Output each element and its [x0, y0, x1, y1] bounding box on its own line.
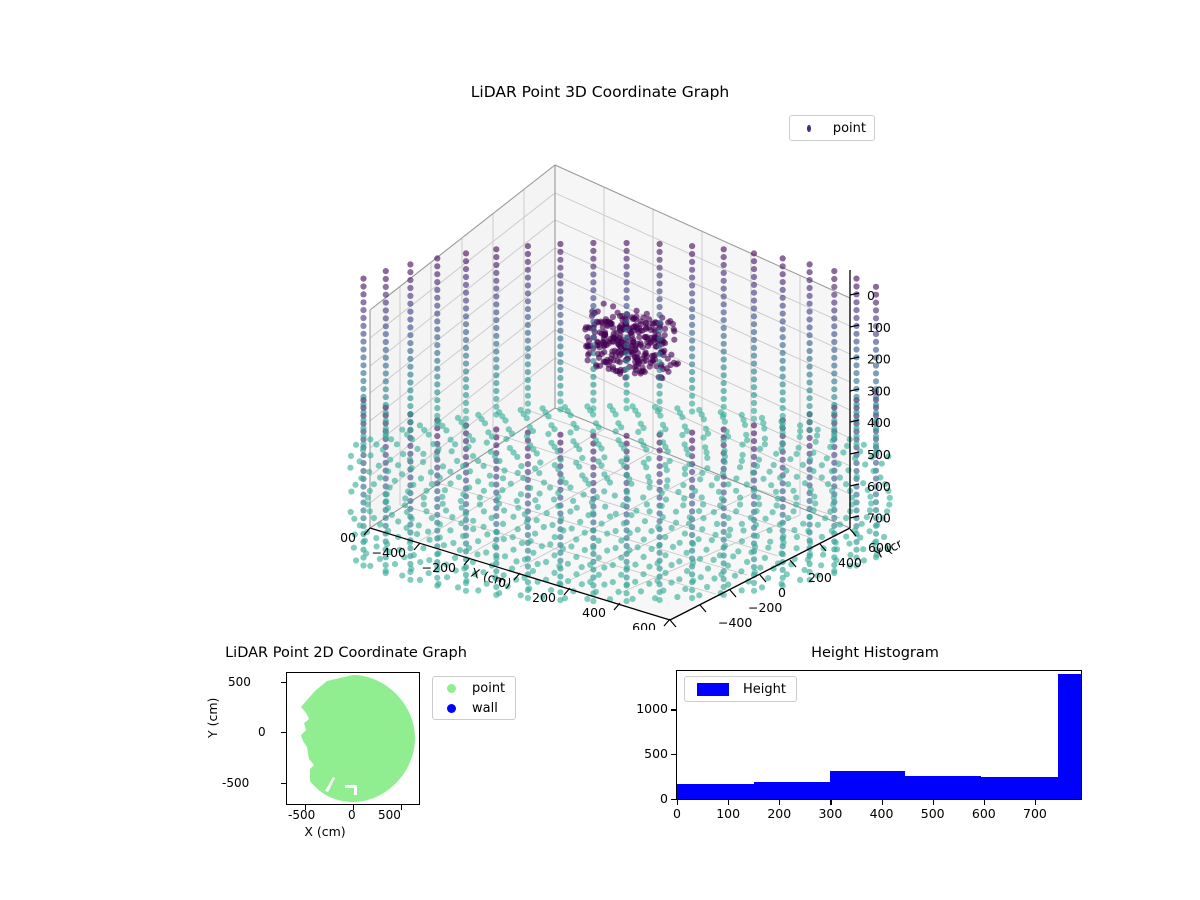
- tick-label: 0: [778, 585, 786, 600]
- point-marker-icon: [807, 125, 811, 132]
- tick-label: -500: [222, 776, 249, 790]
- tick-label: 700: [867, 511, 891, 526]
- tick-label: 500: [0, 746, 668, 761]
- panel-3d-title: LiDAR Point 3D Coordinate Graph: [0, 83, 1200, 101]
- tick-label: -500: [288, 808, 315, 822]
- tick-label: 200: [532, 590, 556, 605]
- tick-mark: [671, 754, 676, 755]
- tick-label: 400: [862, 806, 902, 821]
- tick-label: 500: [228, 675, 251, 689]
- tick-label: 200: [759, 806, 799, 821]
- tick-label: 100: [708, 806, 748, 821]
- legend-3d[interactable]: point: [789, 115, 875, 141]
- tick-mark: [984, 800, 985, 805]
- tick-mark: [1035, 800, 1036, 805]
- histogram-bar: [1058, 674, 1081, 799]
- tick-label: −600: [340, 530, 356, 545]
- tick-label: 600: [867, 479, 891, 494]
- tick-label: 0: [0, 791, 668, 806]
- axes-3d-svg: −600−400−2000200400600 −600−400−20002004…: [340, 150, 900, 630]
- tick-mark: [281, 783, 286, 784]
- tick-label: 0: [258, 725, 266, 739]
- tick-label: 0: [867, 288, 875, 303]
- tick-label: 400: [582, 605, 606, 620]
- tick-mark: [281, 682, 286, 683]
- lidar-3d-axes[interactable]: −600−400−2000200400600 −600−400−20002004…: [340, 150, 900, 630]
- legend-label: point: [833, 121, 866, 136]
- tick-mark: [882, 800, 883, 805]
- point-marker-icon: [447, 684, 456, 693]
- panel-2d-title: LiDAR Point 2D Coordinate Graph: [186, 645, 506, 661]
- figure-canvas: LiDAR Point 3D Coordinate Graph point: [0, 0, 1200, 900]
- tick-label: 200: [867, 352, 891, 367]
- tick-label: 500: [867, 447, 891, 462]
- tick-label: −200: [422, 560, 456, 575]
- histogram-bar: [981, 777, 1058, 799]
- height-swatch-icon: [697, 683, 729, 696]
- tick-label: 400: [838, 555, 862, 570]
- tick-label: 700: [1015, 806, 1055, 821]
- legend-label: Height: [743, 682, 786, 697]
- tick-mark: [933, 800, 934, 805]
- legend-histogram[interactable]: Height: [684, 676, 797, 702]
- tick-mark: [830, 800, 831, 805]
- tick-label: 400: [867, 415, 891, 430]
- panel-hist-title: Height Histogram: [660, 645, 1090, 661]
- tick-mark: [779, 800, 780, 805]
- scatter-2d-svg: [287, 673, 419, 804]
- tick-label: 500: [378, 808, 401, 822]
- tick-label: 300: [867, 383, 891, 398]
- tick-label: 100: [867, 320, 891, 335]
- tick-label: 1000: [0, 701, 668, 716]
- legend-entry-height: Height: [691, 682, 790, 697]
- legend-entry-point-2d: point: [439, 678, 509, 698]
- tick-label: 0: [348, 808, 356, 822]
- legend-label: point: [472, 681, 505, 696]
- tick-label: −200: [748, 600, 782, 615]
- histogram-bar: [830, 771, 904, 799]
- tick-label: 0: [657, 806, 697, 821]
- point-cloud-2d: [301, 675, 415, 802]
- tick-label: 500: [913, 806, 953, 821]
- tick-label: 600: [632, 620, 656, 630]
- lidar-2d-axes[interactable]: [286, 672, 420, 805]
- x-axis-label-2d: X (cm): [304, 824, 345, 839]
- tick-mark: [671, 799, 676, 800]
- tick-label: −400: [372, 545, 406, 560]
- histogram-bar: [677, 784, 754, 799]
- tick-label: 600: [964, 806, 1004, 821]
- tick-mark: [728, 800, 729, 805]
- histogram-bar: [905, 776, 982, 799]
- tick-label: −400: [718, 615, 752, 630]
- legend-entry-point-3d: point: [798, 121, 866, 136]
- tick-mark: [677, 800, 678, 805]
- tick-label: 300: [810, 806, 850, 821]
- tick-mark: [671, 709, 676, 710]
- histogram-bar: [754, 782, 831, 799]
- tick-mark: [281, 732, 286, 733]
- tick-label: 200: [808, 570, 832, 585]
